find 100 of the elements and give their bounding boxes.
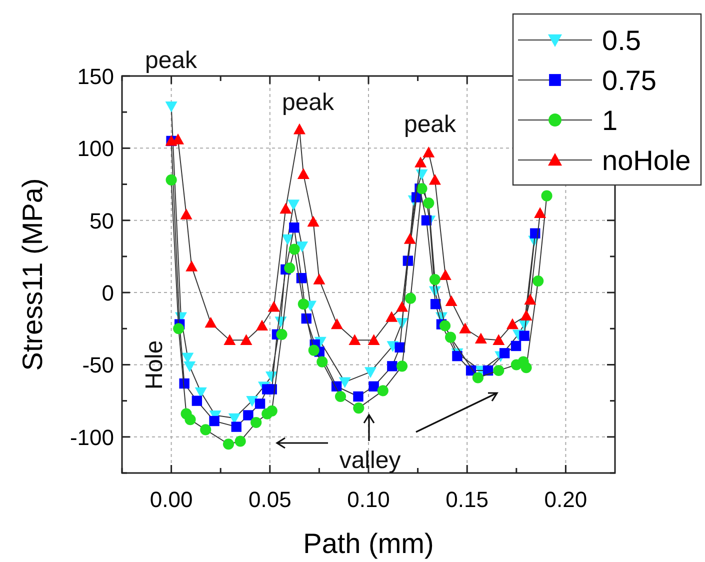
point — [293, 123, 306, 134]
point — [459, 322, 472, 334]
point — [499, 348, 510, 358]
point — [368, 381, 379, 392]
point — [298, 298, 309, 310]
point — [474, 332, 487, 344]
y-tick-label: 0 — [102, 280, 114, 306]
point — [423, 198, 434, 209]
point — [377, 385, 388, 396]
point — [282, 234, 294, 246]
point — [184, 414, 196, 426]
point — [166, 174, 177, 186]
point — [204, 316, 217, 328]
point — [520, 310, 532, 320]
point — [348, 334, 361, 345]
x-tick-label: 0.00 — [150, 487, 193, 512]
point — [268, 300, 280, 312]
point — [316, 356, 328, 368]
point — [209, 416, 220, 426]
annotation: valley — [339, 447, 401, 474]
point — [396, 360, 408, 372]
point — [439, 269, 452, 280]
point — [492, 334, 505, 345]
point — [532, 275, 544, 287]
point — [414, 156, 427, 168]
point — [402, 256, 414, 266]
point — [334, 390, 346, 402]
point — [240, 334, 252, 345]
text: peak — [144, 47, 198, 74]
point — [165, 102, 178, 112]
point — [520, 362, 532, 374]
point — [231, 422, 242, 432]
y-tick-label: 150 — [77, 64, 114, 89]
point — [308, 344, 320, 356]
point — [353, 402, 364, 414]
point — [243, 410, 254, 420]
point — [428, 174, 441, 185]
point — [288, 244, 300, 255]
point — [353, 391, 364, 402]
point — [179, 378, 190, 389]
y-axis-title: Stress11 (MPa) — [17, 178, 48, 371]
point — [387, 361, 398, 372]
point — [534, 207, 546, 218]
point — [254, 398, 266, 409]
point — [173, 323, 184, 334]
y-tick-label: 50 — [90, 208, 114, 234]
y-tick-label: -100 — [70, 424, 114, 450]
x-tick-label: 0.05 — [248, 487, 292, 512]
point — [445, 295, 458, 306]
point — [506, 318, 518, 330]
x-tick-label: 0.20 — [544, 487, 588, 512]
y-tick-label: 100 — [77, 136, 114, 162]
point — [429, 274, 440, 286]
point — [439, 320, 451, 332]
point — [289, 222, 300, 233]
point — [246, 396, 258, 407]
point — [280, 202, 292, 214]
point — [524, 294, 536, 305]
x-tick-label: 0.10 — [347, 487, 390, 512]
point — [472, 372, 484, 384]
point — [493, 364, 504, 376]
point — [364, 367, 376, 378]
x-tick-label: 0.15 — [446, 487, 489, 512]
point — [296, 242, 308, 252]
point — [307, 216, 320, 227]
annotation: peak — [404, 111, 458, 138]
point — [510, 340, 522, 352]
point — [297, 168, 310, 179]
point — [445, 332, 456, 343]
legend-label: noHole — [602, 145, 691, 176]
point — [330, 318, 343, 330]
legend-label: 1 — [602, 105, 618, 136]
x-axis-title: Path (mm) — [303, 528, 434, 559]
point — [266, 384, 277, 394]
point — [250, 416, 262, 428]
point — [338, 377, 351, 388]
point — [276, 328, 288, 340]
point — [200, 424, 212, 436]
point — [266, 405, 278, 416]
legend-label: 0.5 — [602, 25, 641, 56]
y-tick-label: -50 — [82, 352, 114, 378]
point — [368, 334, 380, 345]
point — [386, 311, 398, 322]
point — [224, 334, 236, 345]
point — [430, 298, 441, 310]
annotation: Hole — [141, 340, 168, 390]
annotation: peak — [282, 89, 336, 116]
point — [452, 350, 462, 362]
point — [313, 274, 326, 284]
point — [284, 262, 296, 274]
point — [288, 200, 300, 210]
point — [192, 396, 202, 406]
point — [404, 292, 416, 304]
point — [234, 436, 246, 447]
point — [396, 300, 408, 312]
point — [541, 190, 552, 202]
point — [519, 330, 530, 341]
point — [184, 361, 196, 372]
point — [416, 183, 428, 194]
point — [404, 233, 416, 244]
